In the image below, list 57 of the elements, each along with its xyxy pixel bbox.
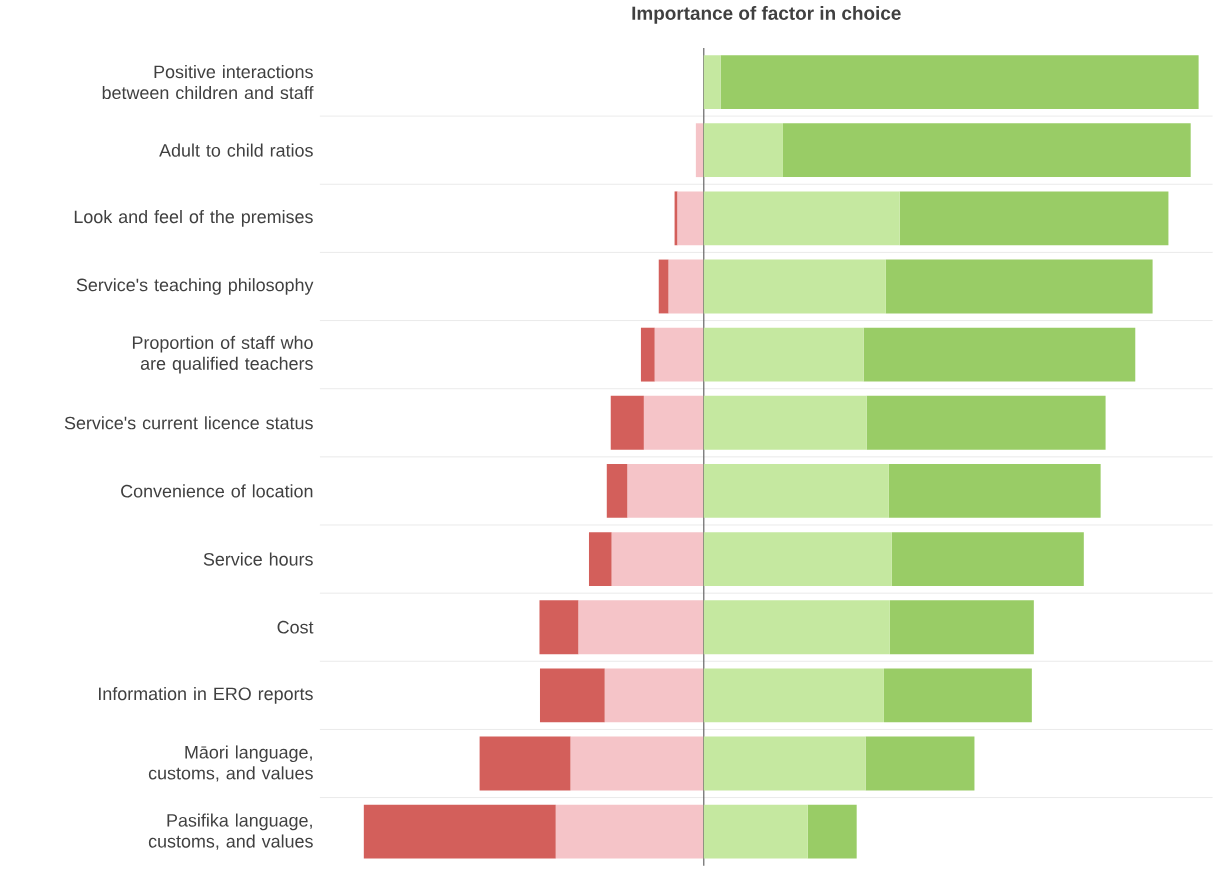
- bar: [703, 736, 866, 791]
- bar: [578, 600, 704, 655]
- bar: [703, 600, 890, 655]
- bar: [703, 327, 864, 382]
- bar: [703, 396, 867, 450]
- bar: [674, 191, 678, 246]
- bar: [363, 804, 556, 859]
- chart-title: Importance of factor in choice: [632, 6, 901, 24]
- bar: [479, 736, 571, 791]
- bar: [865, 736, 975, 791]
- bar: [611, 532, 704, 587]
- bar: [643, 396, 704, 450]
- bar: [555, 804, 704, 859]
- y-tick-label: Look and feel of the premises: [74, 210, 313, 227]
- bar: [782, 123, 1191, 178]
- bar: [658, 259, 669, 314]
- y-tick-label: Convenience of location: [121, 484, 313, 498]
- bar: [677, 191, 704, 246]
- bar: [703, 191, 900, 246]
- bar: [703, 804, 808, 859]
- bar: [703, 668, 884, 723]
- y-tick-label: Pasifika language, customs, and values: [148, 813, 313, 850]
- bar: [654, 327, 704, 382]
- y-tick-label: Service's current licence status: [64, 416, 313, 430]
- y-tick-label: Adult to child ratios: [159, 143, 313, 157]
- bar: [703, 123, 783, 178]
- bar: [863, 327, 1136, 382]
- y-tick-label: Positive interactions between children and staff: [102, 65, 314, 100]
- bar: [570, 736, 704, 791]
- bar: [889, 600, 1034, 655]
- y-tick-label: Information in ERO reports: [98, 687, 313, 704]
- bar: [883, 668, 1032, 723]
- bar: [703, 464, 889, 518]
- bar: [604, 668, 704, 723]
- y-tick-label: Cost: [277, 620, 314, 634]
- bar: [627, 464, 704, 518]
- bar: [866, 396, 1106, 450]
- bar: [899, 191, 1169, 246]
- bar: [610, 396, 644, 450]
- y-tick-label: Service hours: [203, 552, 313, 566]
- bar: [703, 55, 721, 110]
- bar: [640, 327, 655, 382]
- y-tick-label: Service's teaching philosophy: [76, 278, 314, 295]
- bar: [539, 668, 605, 723]
- bar: [703, 532, 892, 587]
- bar: [703, 259, 886, 314]
- bar: [720, 55, 1199, 110]
- bar: [807, 804, 857, 859]
- y-tick-label: Proportion of staff who are qualified teachers: [132, 335, 313, 374]
- bar: [539, 600, 579, 655]
- y-tick-label: Māori language, customs, and values: [148, 745, 313, 782]
- bar: [668, 259, 704, 314]
- bar: [891, 532, 1084, 587]
- bar: [885, 259, 1153, 314]
- bar: [888, 464, 1101, 518]
- bar: [606, 464, 628, 518]
- bar: [588, 532, 612, 587]
